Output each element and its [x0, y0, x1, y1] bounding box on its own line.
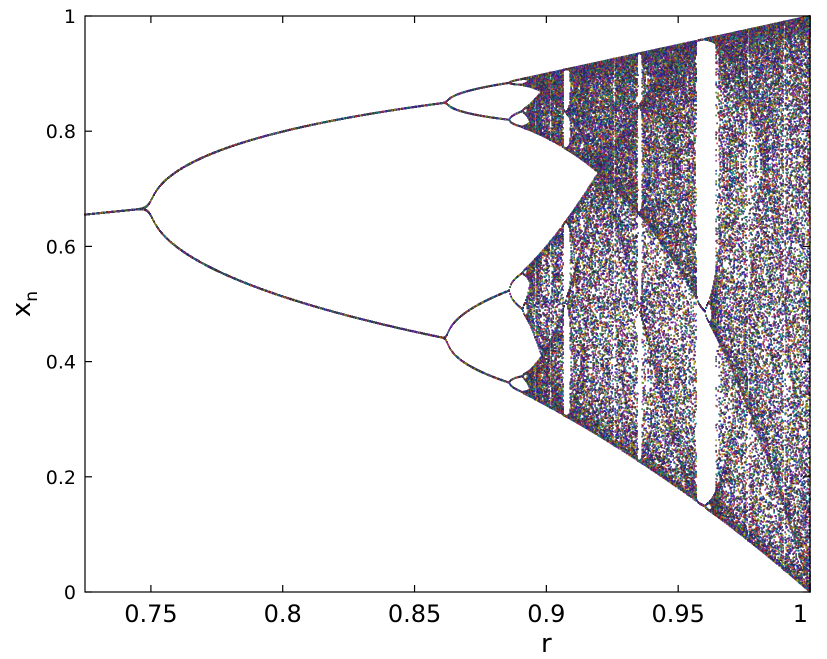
bifurcation-points [84, 15, 810, 593]
